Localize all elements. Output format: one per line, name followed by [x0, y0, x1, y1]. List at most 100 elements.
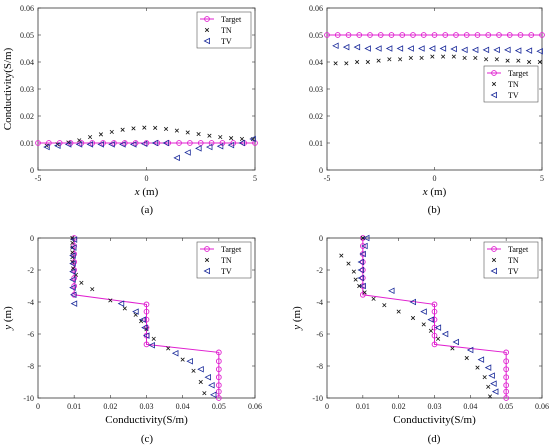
data-point	[474, 32, 481, 38]
x-axis-label-unit: (m)	[428, 186, 447, 198]
data-point	[71, 251, 78, 257]
data-point	[419, 55, 424, 61]
x-tick-label: 0.04	[463, 402, 477, 411]
y-tick-label: 0	[319, 234, 323, 243]
data-point	[453, 32, 459, 38]
legend-label: Target	[508, 245, 529, 254]
data-point	[70, 235, 75, 241]
data-point	[215, 388, 222, 395]
data-point	[69, 276, 76, 283]
data-point	[527, 59, 532, 65]
y-axis-label: y (m)	[291, 306, 303, 331]
data-point	[184, 149, 191, 156]
data-point	[484, 364, 492, 371]
data-point	[388, 287, 395, 295]
data-point	[473, 55, 478, 61]
data-point	[176, 140, 182, 146]
x-tick-label: 5	[540, 174, 544, 183]
data-point	[475, 365, 480, 370]
data-point	[431, 308, 438, 315]
data-point	[503, 366, 510, 373]
legend-label: Target	[508, 69, 529, 78]
data-point	[434, 324, 442, 331]
data-point	[505, 58, 510, 63]
data-point	[216, 142, 224, 150]
data-point	[229, 136, 234, 141]
data-point	[398, 57, 403, 62]
x-tick-label: 0	[433, 174, 437, 183]
data-point	[357, 266, 365, 274]
data-point	[537, 59, 542, 65]
data-point	[517, 32, 524, 38]
data-point	[357, 283, 362, 289]
data-point	[503, 382, 510, 389]
series-target	[71, 235, 222, 401]
panel-label: (c)	[141, 433, 154, 445]
data-point	[376, 58, 381, 63]
data-point	[504, 46, 511, 54]
series-tn	[339, 235, 493, 399]
data-point	[344, 61, 349, 66]
data-point	[462, 55, 467, 61]
y-tick-label: 0.04	[20, 58, 34, 67]
x-tick-label: 0.06	[248, 402, 262, 411]
data-point	[431, 32, 438, 38]
panel-label: (a)	[141, 204, 154, 216]
data-point	[141, 324, 148, 331]
legend-marker	[204, 16, 210, 22]
data-point	[197, 365, 204, 373]
data-point	[430, 54, 435, 59]
data-point	[436, 336, 441, 341]
data-point	[138, 319, 144, 324]
data-point	[428, 45, 436, 52]
data-point	[171, 349, 179, 357]
x-axis-label: Conductivity(S/m)	[393, 414, 476, 426]
legend-label: TV	[221, 267, 232, 276]
data-point	[185, 130, 190, 135]
legend-label: TN	[221, 256, 232, 265]
data-point	[153, 125, 158, 130]
legend-label: Target	[221, 15, 242, 24]
data-point	[71, 275, 78, 281]
y-tick-label: 0.02	[309, 112, 323, 121]
x-tick-label: 0.04	[176, 402, 190, 411]
data-point	[215, 358, 222, 365]
x-tick-label: 0.05	[499, 402, 513, 411]
x-tick-label: 0.01	[356, 402, 370, 411]
data-point	[525, 47, 533, 54]
y-tick-label: -4	[316, 298, 323, 307]
y-tick-label: 0.06	[309, 4, 323, 13]
data-point	[514, 47, 522, 54]
data-point	[129, 141, 137, 148]
y-tick-label: 0	[319, 166, 323, 175]
data-point	[71, 291, 78, 298]
data-point	[399, 32, 406, 38]
data-point	[75, 141, 83, 148]
data-point	[345, 32, 352, 38]
x-tick-label: 0.05	[212, 402, 226, 411]
y-tick-label: -8	[316, 362, 323, 371]
data-point	[441, 54, 446, 59]
data-point	[410, 315, 416, 321]
series-tv	[69, 236, 217, 399]
data-point	[204, 373, 211, 381]
data-point	[143, 332, 150, 339]
data-point	[385, 45, 393, 52]
data-point	[215, 349, 222, 356]
data-point	[466, 346, 474, 354]
x-tick-label: 0.02	[103, 402, 117, 411]
legend-marker	[491, 257, 497, 263]
data-point	[359, 250, 366, 258]
data-point	[503, 374, 510, 381]
y-tick-label: -6	[27, 330, 34, 339]
data-point	[450, 346, 455, 351]
series-tv	[332, 42, 543, 55]
data-point	[215, 366, 222, 373]
data-point	[364, 45, 371, 52]
data-point	[186, 357, 193, 365]
data-point	[496, 32, 502, 38]
data-point	[506, 32, 513, 38]
data-point	[238, 139, 245, 147]
legend-label: TN	[221, 26, 232, 35]
legend-label: TV	[221, 37, 232, 46]
